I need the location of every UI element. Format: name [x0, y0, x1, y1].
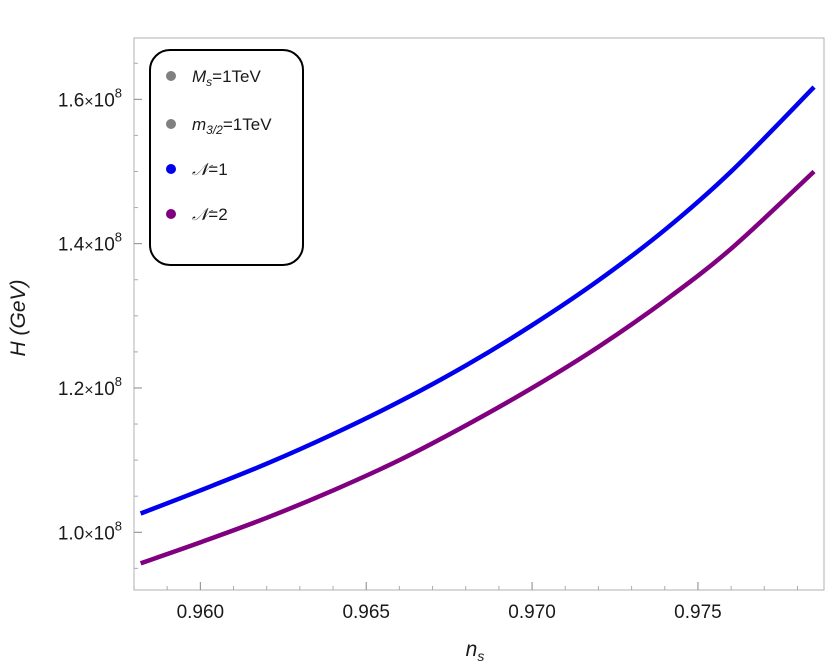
legend-label: Ms=1TeV [192, 67, 262, 89]
x-tick-label: 0.970 [508, 602, 556, 623]
legend-item: Ms=1TeV [166, 67, 262, 89]
x-tick-label: 0.965 [342, 602, 390, 623]
legend-label: 𝒩=2 [192, 205, 228, 224]
x-tick-label: 0.960 [177, 602, 225, 623]
y-tick-label: 1.0×108 [58, 518, 122, 544]
y-tick-label: 1.4×108 [58, 230, 122, 256]
legend-box [149, 49, 304, 266]
legend-item: m3/2=1TeV [166, 115, 272, 137]
legend-item: 𝒩=2 [166, 205, 228, 224]
series-line-2 [139, 169, 816, 566]
legend-marker [166, 209, 176, 219]
legend: Ms=1TeV m3/2=1TeV 𝒩=1 𝒩=2 [149, 49, 304, 266]
legend-item: 𝒩=1 [166, 160, 228, 179]
legend-label: 𝒩=1 [192, 160, 228, 179]
x-axis-ticks: 0.960 0.965 0.970 0.975 [133, 582, 798, 623]
x-axis-title: ns [466, 638, 485, 663]
y-axis-title: H (GeV) [7, 279, 30, 356]
y-tick-label: 1.2×108 [58, 374, 122, 400]
x-tick-label: 0.975 [674, 602, 722, 623]
legend-marker [166, 71, 176, 81]
series-line-1 [139, 85, 816, 516]
legend-label: m3/2=1TeV [192, 115, 272, 137]
series-layer [139, 85, 816, 566]
y-axis-ticks: 1.0×108 1.2×108 1.4×108 1.6×108 [58, 62, 142, 569]
plot-frame [133, 37, 825, 591]
y-tick-label: 1.6×108 [58, 85, 122, 111]
legend-marker [166, 119, 176, 129]
legend-marker [166, 164, 176, 174]
